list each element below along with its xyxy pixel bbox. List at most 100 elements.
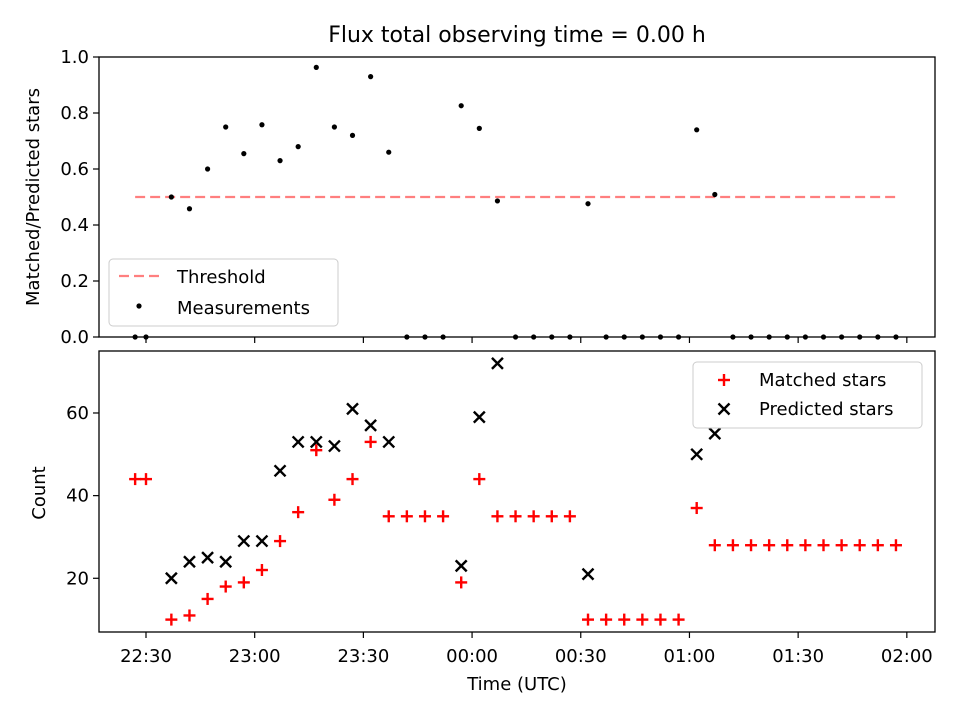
x-tick-label: 23:00 — [229, 646, 281, 667]
bottom-y-axis-label: Count — [29, 466, 50, 519]
predicted-stars-points — [165, 357, 722, 585]
measurement-point — [204, 166, 211, 172]
predicted-star-point — [183, 555, 196, 569]
matched-star-point — [781, 539, 794, 552]
legend-predicted-marker — [717, 402, 731, 416]
predicted-star-point — [255, 534, 269, 548]
bottom-y-ticks: 20 40 60 — [66, 403, 99, 589]
top-x-ticks — [145, 337, 908, 343]
matched-star-point — [364, 435, 377, 448]
x-tick-label: 00:00 — [446, 646, 498, 667]
measurement-point — [476, 125, 482, 131]
matched-star-point — [527, 510, 540, 523]
top-y-tick-label: 0.8 — [60, 103, 89, 124]
top-axes-frame — [98, 56, 936, 338]
legend-predicted-label: Predicted stars — [759, 399, 893, 420]
matched-star-point — [237, 576, 250, 589]
measurement-point — [241, 151, 247, 157]
measurement-point — [223, 124, 229, 130]
measurement-point — [313, 64, 319, 70]
top-legend: Threshold Measurements — [108, 258, 339, 327]
measurement-point — [331, 124, 337, 130]
predicted-star-point — [382, 435, 396, 449]
matched-star-point — [382, 510, 395, 523]
matched-star-point — [600, 613, 613, 626]
top-y-tick-label: 0.6 — [60, 159, 89, 180]
measurement-point — [585, 201, 591, 207]
measurement-point — [712, 191, 718, 198]
matched-star-point — [618, 613, 631, 626]
matched-star-point — [799, 539, 812, 552]
matched-star-point — [292, 506, 305, 519]
x-tick-label: 01:30 — [772, 646, 824, 667]
matched-star-point — [563, 510, 576, 523]
matched-star-point — [708, 539, 721, 552]
matched-star-point — [183, 609, 196, 622]
matched-star-point — [201, 592, 214, 605]
legend-measurements-swatch — [136, 303, 142, 309]
matched-star-point — [853, 539, 866, 552]
bottom-panel: 20 40 60 22:30 23:00 23:30 00:00 00:30 01:00 01:… — [29, 350, 936, 695]
matched-star-point — [672, 613, 685, 626]
measurement-point — [494, 198, 501, 204]
matched-star-point — [129, 473, 142, 486]
x-tick-label: 23:30 — [337, 646, 389, 667]
bottom-y-tick-label: 60 — [66, 403, 89, 424]
legend-matched-label: Matched stars — [759, 370, 886, 391]
matched-star-point — [545, 510, 558, 523]
matched-star-point — [310, 444, 323, 457]
predicted-star-point — [454, 559, 468, 573]
top-y-tick-label: 0.4 — [60, 215, 89, 236]
matched-star-point — [889, 539, 902, 552]
legend-matched-marker — [718, 374, 730, 386]
x-axis-label: Time (UTC) — [466, 674, 567, 695]
top-y-ticks: 0.0 0.2 0.4 0.6 0.8 1.0 — [60, 47, 99, 348]
predicted-star-point — [491, 357, 504, 370]
x-tick-label: 01:00 — [664, 646, 716, 667]
measurement-point — [349, 132, 356, 138]
matched-star-point — [140, 473, 152, 486]
x-tick-label: 22:30 — [120, 646, 172, 667]
measurement-point — [168, 194, 174, 200]
predicted-star-point — [165, 571, 178, 585]
measurement-point — [295, 144, 301, 150]
matched-star-point — [582, 613, 595, 626]
top-y-tick-label: 1.0 — [60, 47, 89, 68]
measurement-point — [368, 74, 374, 80]
matched-star-point — [400, 510, 413, 523]
x-tick-label: 00:30 — [555, 646, 607, 667]
predicted-star-point — [346, 402, 359, 416]
legend-matched-swatch — [718, 374, 730, 386]
matched-star-point — [817, 539, 830, 552]
matched-star-point — [165, 613, 178, 626]
matched-star-point — [745, 539, 758, 552]
matched-star-point — [835, 539, 848, 552]
matched-star-point — [219, 580, 232, 593]
measurement-point — [277, 158, 283, 164]
top-y-axis-label: Matched/Predicted stars — [23, 88, 44, 306]
measurement-point — [259, 122, 265, 128]
matched-star-point — [328, 493, 341, 506]
predicted-star-point — [201, 551, 214, 564]
measurement-point — [694, 127, 700, 133]
matched-star-point — [418, 510, 431, 523]
matched-star-point — [255, 564, 268, 577]
matched-star-point — [491, 510, 504, 523]
matched-stars-points — [129, 435, 902, 626]
bottom-y-tick-label: 40 — [66, 486, 89, 507]
predicted-star-point — [273, 464, 287, 478]
legend-predicted-swatch — [717, 402, 731, 416]
measurement-point — [186, 206, 193, 212]
matched-star-point — [455, 576, 468, 589]
bottom-legend-box — [692, 361, 923, 429]
matched-star-point — [636, 613, 649, 626]
top-panel: Flux total observing time = 0.00 h 0.00.… — [23, 23, 936, 348]
predicted-star-point — [690, 447, 704, 461]
matched-star-point — [763, 539, 776, 552]
predicted-star-point — [364, 419, 377, 432]
matched-star-point — [274, 535, 287, 548]
predicted-star-point — [291, 435, 305, 449]
predicted-star-point — [581, 567, 595, 581]
